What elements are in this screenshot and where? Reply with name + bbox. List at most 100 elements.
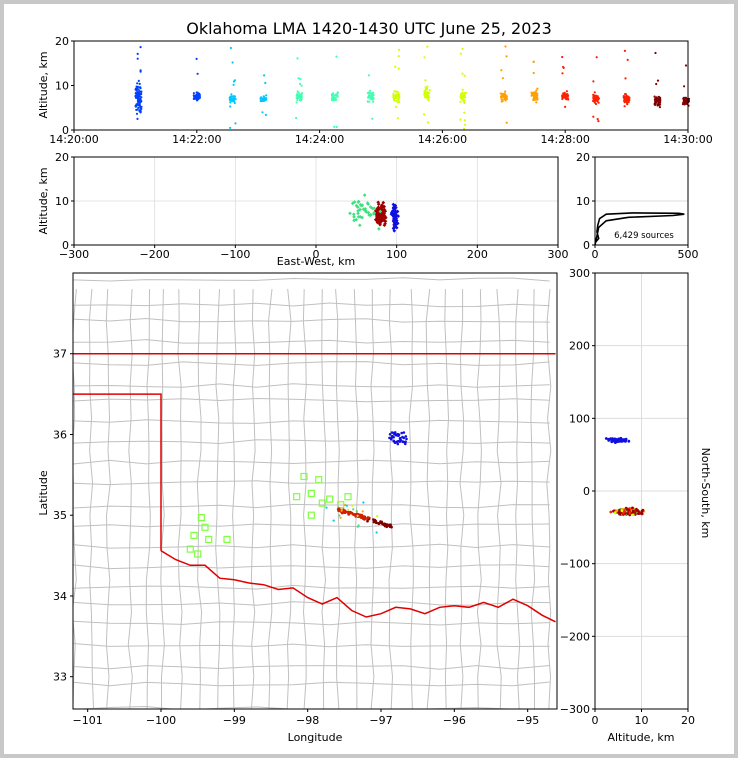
- east-west-point: [380, 213, 385, 218]
- time-altitude-point: [505, 121, 508, 124]
- county-line: [145, 289, 151, 709]
- county-line: [496, 289, 502, 709]
- station-marker: [194, 550, 202, 558]
- time-altitude-point: [682, 96, 686, 99]
- county-line: [73, 543, 550, 549]
- east-west-point: [392, 223, 397, 228]
- north-south-point: [640, 512, 644, 516]
- county-line: [88, 289, 94, 709]
- east-west-point: [356, 199, 361, 204]
- longitude-tick-label: −95: [516, 714, 539, 727]
- county-line: [73, 361, 550, 367]
- time-altitude-point: [370, 96, 374, 100]
- time-altitude-point: [427, 95, 430, 98]
- time-altitude-point: [367, 74, 370, 77]
- time-altitude-point: [296, 57, 299, 60]
- north-south-point: [631, 513, 635, 516]
- north-south-point: [631, 510, 635, 514]
- time-altitude-point: [562, 65, 565, 69]
- county-line: [73, 564, 550, 570]
- time-altitude-point: [372, 91, 375, 94]
- time-altitude-point: [423, 56, 426, 59]
- north-south-point: [620, 509, 624, 513]
- time-altitude-point: [626, 58, 629, 62]
- time-altitude-point: [530, 91, 533, 94]
- altitude-tick-label: 10: [55, 80, 69, 93]
- plan-source-point: [344, 510, 347, 514]
- east-west-point: [367, 213, 371, 217]
- altitude-tick-label: 20: [55, 35, 69, 48]
- north-south-point: [615, 509, 619, 513]
- time-altitude-point: [532, 60, 535, 63]
- time-altitude-point: [565, 90, 569, 93]
- north-south-point: [609, 510, 613, 514]
- north-south-point: [641, 508, 645, 512]
- time-altitude-point: [684, 96, 688, 99]
- time-altitude-point: [372, 97, 375, 100]
- east-west-point: [360, 203, 365, 208]
- longitude-tick-label: −99: [223, 714, 246, 727]
- plan-source-point: [398, 436, 402, 440]
- source-count-annotation: 6,429 sources: [614, 231, 674, 241]
- time-altitude-point: [597, 120, 600, 123]
- time-altitude-point: [397, 98, 400, 101]
- time-altitude-point: [137, 88, 140, 91]
- time-altitude-point: [624, 77, 627, 80]
- east-west-point: [379, 204, 384, 209]
- time-altitude-point: [427, 91, 431, 95]
- county-line: [73, 397, 550, 403]
- county-line: [73, 503, 550, 509]
- time-altitude-point: [424, 79, 427, 82]
- time-altitude-point: [428, 89, 431, 92]
- time-altitude-point: [195, 97, 198, 100]
- county-line: [73, 439, 550, 445]
- east-west-point: [378, 215, 383, 219]
- plan-source-point: [340, 508, 343, 511]
- station-marker: [186, 545, 194, 553]
- north-south-point: [625, 508, 629, 511]
- county-line: [388, 289, 394, 709]
- time-altitude-point: [533, 95, 536, 98]
- station-marker: [197, 514, 205, 522]
- time-altitude-point: [653, 102, 656, 106]
- station-marker: [201, 523, 209, 531]
- time-altitude-point: [593, 91, 596, 94]
- time-altitude-point: [397, 55, 400, 58]
- time-altitude-point: [655, 101, 658, 104]
- time-altitude-point: [263, 74, 266, 77]
- time-altitude-point: [561, 95, 564, 98]
- time-altitude-point: [299, 78, 302, 81]
- county-borders: [73, 277, 552, 709]
- plan-source-point: [395, 440, 398, 444]
- east-west-point: [377, 227, 381, 231]
- east-west-tick-label: −300: [59, 248, 89, 261]
- time-altitude-point: [139, 69, 142, 72]
- plan-source-point: [400, 431, 404, 435]
- east-west-point: [356, 211, 360, 216]
- time-altitude-point: [425, 87, 428, 90]
- north-south-tick-label: 300: [569, 267, 590, 280]
- time-altitude-point: [396, 117, 399, 120]
- time-altitude-point: [232, 95, 235, 98]
- station-marker: [315, 476, 323, 484]
- time-altitude-point: [394, 65, 397, 68]
- time-altitude-point: [140, 105, 143, 108]
- station-marker: [344, 493, 352, 501]
- county-line: [73, 665, 550, 670]
- east-west-point: [392, 214, 396, 219]
- time-altitude-point: [684, 102, 687, 105]
- time-altitude-point: [296, 98, 299, 102]
- time-altitude-point: [263, 96, 266, 99]
- time-altitude-point: [463, 94, 466, 97]
- county-line: [73, 620, 550, 626]
- east-west-point: [376, 200, 381, 205]
- time-tick-label: 14:28:00: [540, 133, 589, 146]
- plan-source-point: [405, 437, 408, 441]
- time-altitude-point: [464, 91, 467, 94]
- time-altitude-point: [459, 52, 462, 55]
- altitude-tick-label: 10: [55, 195, 69, 208]
- altitude-histogram-panel: 0 500 0 10 20 6,429 sources: [576, 151, 699, 261]
- time-altitude-point: [536, 92, 539, 95]
- county-line: [267, 289, 273, 709]
- time-altitude-point: [463, 74, 466, 77]
